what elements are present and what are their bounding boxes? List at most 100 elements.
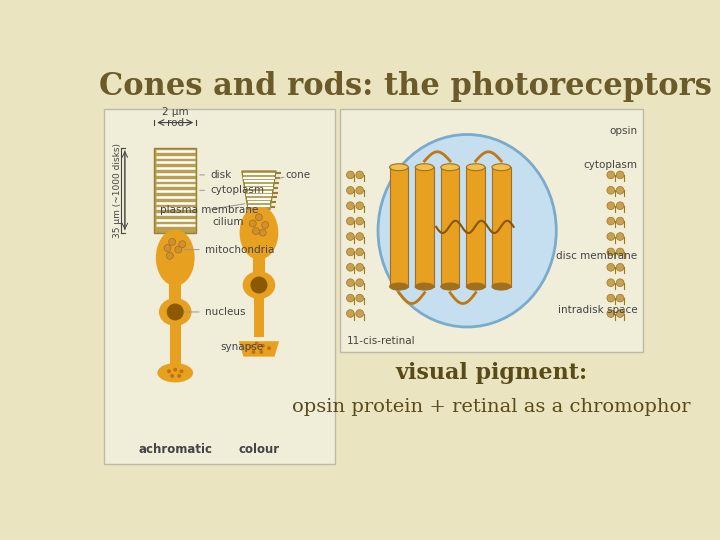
Bar [104, 110, 335, 464]
Bar [492, 167, 510, 287]
Circle shape [346, 202, 354, 210]
Text: visual pigment:: visual pigment: [395, 362, 588, 384]
Bar [390, 167, 408, 287]
Circle shape [346, 309, 354, 318]
Text: plasma membrane: plasma membrane [160, 204, 258, 214]
Circle shape [607, 202, 615, 210]
Circle shape [616, 233, 624, 240]
Ellipse shape [390, 283, 408, 290]
Bar [170, 325, 181, 363]
Circle shape [167, 303, 184, 320]
Circle shape [253, 228, 259, 234]
Circle shape [616, 264, 624, 271]
Circle shape [356, 309, 364, 318]
Circle shape [166, 252, 174, 259]
Bar [154, 148, 196, 233]
Circle shape [168, 239, 176, 245]
Circle shape [607, 233, 615, 240]
Ellipse shape [158, 363, 193, 382]
Text: achromatic: achromatic [138, 443, 212, 456]
Circle shape [175, 246, 182, 253]
Ellipse shape [243, 271, 275, 299]
Text: intradisk space: intradisk space [557, 305, 637, 315]
Circle shape [356, 279, 364, 287]
Circle shape [607, 309, 615, 318]
Text: cilium: cilium [212, 217, 244, 227]
Circle shape [346, 248, 354, 256]
Circle shape [261, 221, 269, 228]
Circle shape [616, 217, 624, 225]
Ellipse shape [415, 164, 434, 171]
Circle shape [356, 248, 364, 256]
Bar [253, 298, 264, 336]
Ellipse shape [156, 230, 194, 286]
Circle shape [616, 279, 624, 287]
Text: opsin: opsin [609, 126, 637, 136]
Circle shape [607, 279, 615, 287]
Circle shape [249, 220, 256, 227]
Bar [467, 167, 485, 287]
Circle shape [177, 374, 181, 378]
Circle shape [346, 279, 354, 287]
Ellipse shape [492, 164, 510, 171]
Ellipse shape [390, 164, 408, 171]
Circle shape [251, 350, 256, 354]
Circle shape [356, 264, 364, 271]
Ellipse shape [467, 283, 485, 290]
Circle shape [356, 294, 364, 302]
Circle shape [616, 294, 624, 302]
Circle shape [261, 344, 265, 348]
Bar [169, 279, 181, 306]
Ellipse shape [441, 283, 459, 290]
Bar [415, 167, 434, 287]
Circle shape [356, 233, 364, 240]
Circle shape [179, 369, 184, 373]
Circle shape [607, 248, 615, 256]
Text: Cones and rods: the photoreceptors: Cones and rods: the photoreceptors [99, 71, 712, 102]
Bar [340, 110, 644, 352]
Circle shape [607, 294, 615, 302]
Circle shape [170, 374, 174, 378]
Circle shape [607, 171, 615, 179]
Circle shape [346, 264, 354, 271]
Text: 35 μm (~1000 disks): 35 μm (~1000 disks) [114, 143, 122, 238]
Circle shape [249, 345, 253, 348]
Circle shape [267, 346, 271, 350]
Circle shape [346, 294, 354, 302]
Polygon shape [239, 341, 279, 356]
Text: 11-cis-retinal: 11-cis-retinal [347, 336, 416, 346]
Ellipse shape [240, 206, 279, 260]
Circle shape [616, 248, 624, 256]
Text: opsin protein + retinal as a chromophor: opsin protein + retinal as a chromophor [292, 399, 690, 416]
Circle shape [259, 229, 266, 236]
Circle shape [167, 369, 171, 373]
Circle shape [356, 217, 364, 225]
Circle shape [616, 171, 624, 179]
Text: synapse: synapse [220, 342, 264, 353]
Text: nucleus: nucleus [184, 307, 246, 317]
Circle shape [616, 309, 624, 318]
Polygon shape [242, 171, 276, 210]
Text: cone: cone [285, 170, 310, 180]
Circle shape [259, 350, 264, 354]
Circle shape [164, 245, 171, 252]
Ellipse shape [492, 283, 510, 290]
Circle shape [616, 202, 624, 210]
Circle shape [346, 217, 354, 225]
Circle shape [256, 214, 262, 221]
Circle shape [356, 186, 364, 194]
Circle shape [356, 202, 364, 210]
Circle shape [255, 342, 258, 346]
Ellipse shape [467, 164, 485, 171]
Text: cytoplasm: cytoplasm [583, 160, 637, 170]
Circle shape [251, 276, 267, 294]
Circle shape [179, 241, 186, 248]
Circle shape [607, 217, 615, 225]
Text: 2 μm: 2 μm [162, 107, 189, 117]
Circle shape [607, 186, 615, 194]
Text: colour: colour [238, 443, 279, 456]
Ellipse shape [378, 134, 557, 327]
Bar [253, 252, 265, 279]
Text: disc membrane: disc membrane [556, 251, 637, 261]
Circle shape [607, 264, 615, 271]
